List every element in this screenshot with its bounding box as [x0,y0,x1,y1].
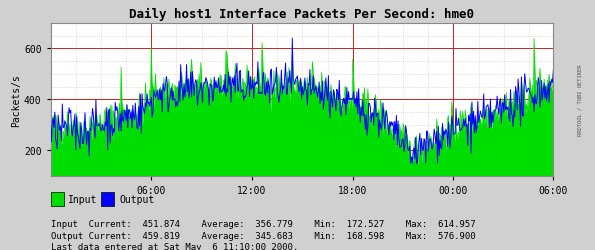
Text: Output: Output [119,194,154,204]
Text: Last data entered at Sat May  6 11:10:00 2000.: Last data entered at Sat May 6 11:10:00 … [51,242,298,250]
Text: RRDTOOL / TOBI OETIKER: RRDTOOL / TOBI OETIKER [578,64,583,136]
Y-axis label: Packets/s: Packets/s [11,74,21,126]
Text: Input: Input [68,194,98,204]
Text: Input  Current:  451.874    Average:  356.779    Min:  172.527    Max:  614.957: Input Current: 451.874 Average: 356.779 … [51,219,475,228]
Title: Daily host1 Interface Packets Per Second: hme0: Daily host1 Interface Packets Per Second… [130,8,474,21]
Text: Output Current:  459.819    Average:  345.683    Min:  168.598    Max:  576.900: Output Current: 459.819 Average: 345.683… [51,231,475,240]
